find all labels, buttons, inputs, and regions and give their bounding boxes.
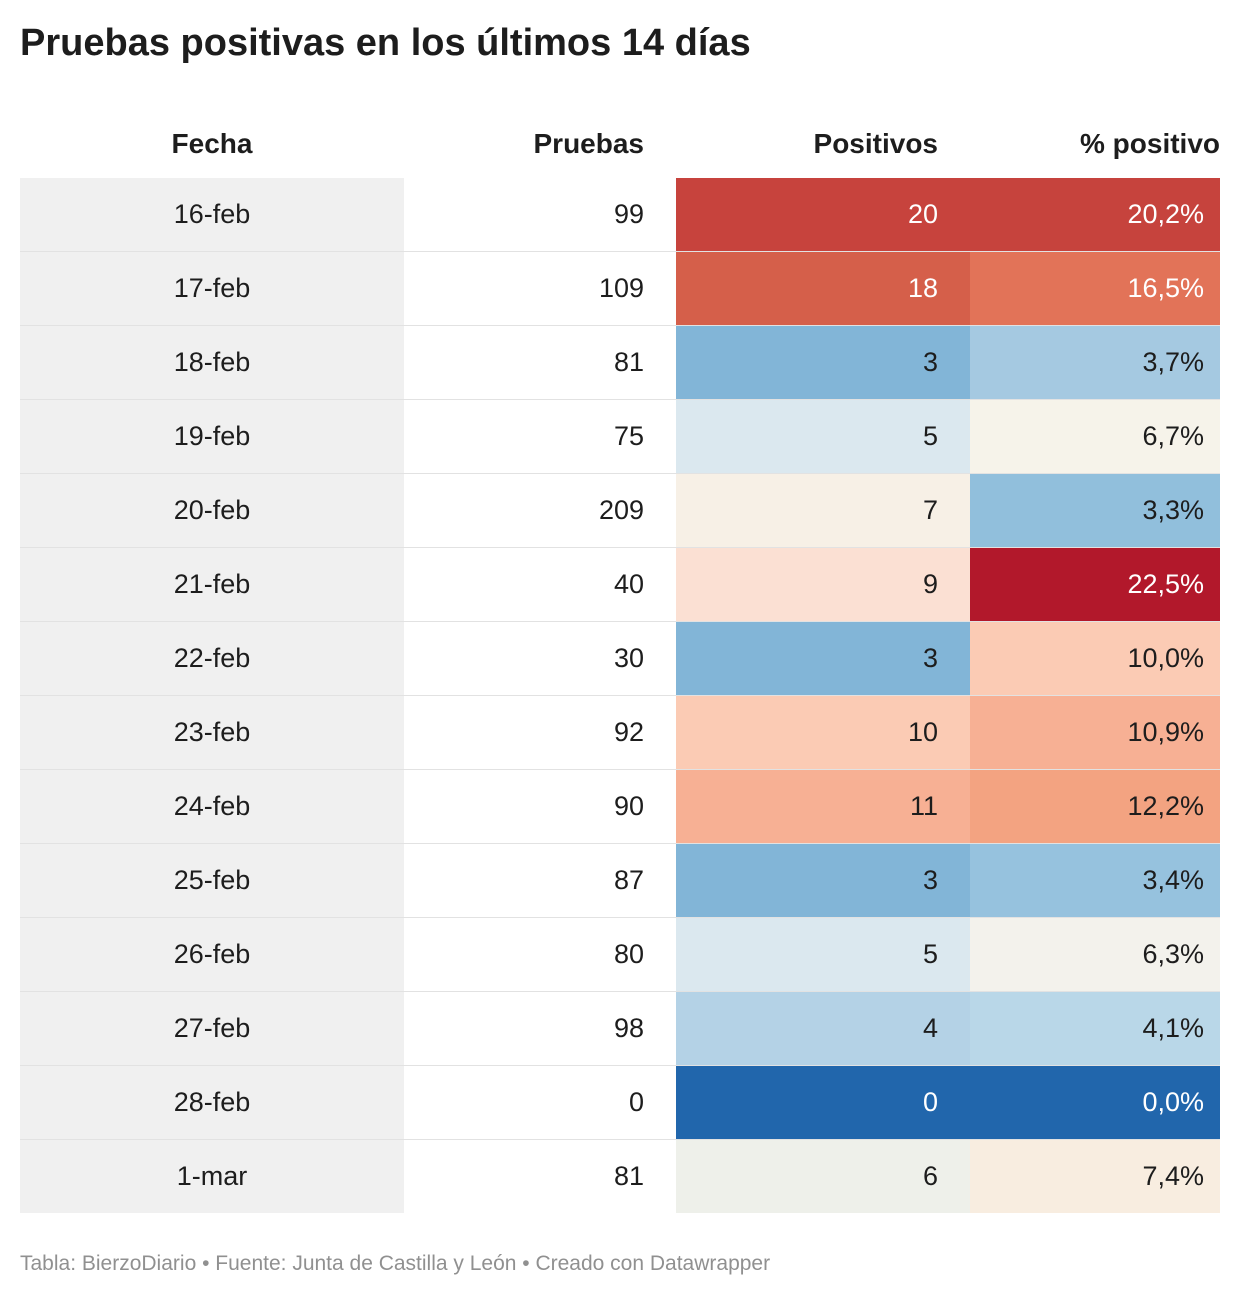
cell-fecha: 1-mar	[20, 1140, 404, 1213]
cell-pct-positivo: 6,7%	[970, 400, 1220, 473]
row-divider	[20, 1065, 1220, 1066]
cell-positivos: 5	[676, 400, 970, 473]
cell-pct-positivo: 16,5%	[970, 252, 1220, 325]
cell-positivos: 9	[676, 548, 970, 621]
row-divider	[20, 917, 1220, 918]
cell-positivos: 7	[676, 474, 970, 547]
column-header-fecha[interactable]: Fecha	[171, 128, 253, 159]
cell-pct-positivo: 0,0%	[970, 1066, 1220, 1139]
row-divider	[20, 621, 1220, 622]
cell-pruebas: 98	[404, 992, 676, 1065]
table-row: 24-feb 90 11 12,2%	[20, 770, 1220, 844]
table-row: 26-feb 80 5 6,3%	[20, 918, 1220, 992]
table-row: 18-feb 81 3 3,7%	[20, 326, 1220, 400]
cell-pct-positivo: 22,5%	[970, 548, 1220, 621]
cell-fecha: 25-feb	[20, 844, 404, 917]
column-header-positivos[interactable]: Positivos	[813, 128, 938, 159]
row-divider	[20, 695, 1220, 696]
cell-fecha: 23-feb	[20, 696, 404, 769]
cell-pruebas: 81	[404, 326, 676, 399]
cell-positivos: 5	[676, 918, 970, 991]
cell-pruebas: 109	[404, 252, 676, 325]
cell-positivos: 3	[676, 622, 970, 695]
row-divider	[20, 399, 1220, 400]
cell-pct-positivo: 12,2%	[970, 770, 1220, 843]
chart-title: Pruebas positivas en los últimos 14 días	[20, 22, 751, 64]
cell-positivos: 11	[676, 770, 970, 843]
cell-fecha: 22-feb	[20, 622, 404, 695]
cell-fecha: 16-feb	[20, 178, 404, 251]
cell-fecha: 26-feb	[20, 918, 404, 991]
table-row: 1-mar 81 6 7,4%	[20, 1140, 1220, 1214]
cell-pruebas: 30	[404, 622, 676, 695]
table-row: 21-feb 40 9 22,5%	[20, 548, 1220, 622]
cell-pct-positivo: 3,4%	[970, 844, 1220, 917]
cell-pct-positivo: 7,4%	[970, 1140, 1220, 1213]
cell-positivos: 3	[676, 844, 970, 917]
cell-positivos: 4	[676, 992, 970, 1065]
table-row: 19-feb 75 5 6,7%	[20, 400, 1220, 474]
table-row: 25-feb 87 3 3,4%	[20, 844, 1220, 918]
cell-pruebas: 87	[404, 844, 676, 917]
cell-fecha: 18-feb	[20, 326, 404, 399]
cell-positivos: 10	[676, 696, 970, 769]
column-header-pct-positivo[interactable]: % positivo	[1079, 128, 1220, 159]
table-header: Fecha Pruebas Positivos % positivo	[20, 122, 1220, 166]
cell-fecha: 28-feb	[20, 1066, 404, 1139]
cell-positivos: 18	[676, 252, 970, 325]
table-row: 23-feb 92 10 10,9%	[20, 696, 1220, 770]
cell-pct-positivo: 4,1%	[970, 992, 1220, 1065]
table-row: 27-feb 98 4 4,1%	[20, 992, 1220, 1066]
row-divider	[20, 473, 1220, 474]
cell-pruebas: 0	[404, 1066, 676, 1139]
cell-pct-positivo: 20,2%	[970, 178, 1220, 251]
cell-fecha: 27-feb	[20, 992, 404, 1065]
cell-positivos: 6	[676, 1140, 970, 1213]
cell-fecha: 20-feb	[20, 474, 404, 547]
cell-fecha: 24-feb	[20, 770, 404, 843]
cell-pct-positivo: 3,3%	[970, 474, 1220, 547]
cell-pruebas: 90	[404, 770, 676, 843]
cell-fecha: 21-feb	[20, 548, 404, 621]
row-divider	[20, 991, 1220, 992]
cell-fecha: 17-feb	[20, 252, 404, 325]
row-divider	[20, 1139, 1220, 1140]
cell-positivos: 0	[676, 1066, 970, 1139]
cell-pruebas: 92	[404, 696, 676, 769]
chart-footer: Tabla: BierzoDiario • Fuente: Junta de C…	[20, 1252, 771, 1275]
cell-pct-positivo: 3,7%	[970, 326, 1220, 399]
cell-pruebas: 209	[404, 474, 676, 547]
table-row: 22-feb 30 3 10,0%	[20, 622, 1220, 696]
table-row: 16-feb 99 20 20,2%	[20, 178, 1220, 252]
row-divider	[20, 251, 1220, 252]
cell-pruebas: 80	[404, 918, 676, 991]
cell-pruebas: 40	[404, 548, 676, 621]
cell-fecha: 19-feb	[20, 400, 404, 473]
row-divider	[20, 547, 1220, 548]
cell-pct-positivo: 10,9%	[970, 696, 1220, 769]
table-row: 20-feb 209 7 3,3%	[20, 474, 1220, 548]
cell-pct-positivo: 6,3%	[970, 918, 1220, 991]
row-divider	[20, 325, 1220, 326]
cell-pct-positivo: 10,0%	[970, 622, 1220, 695]
cell-positivos: 3	[676, 326, 970, 399]
table-row: 17-feb 109 18 16,5%	[20, 252, 1220, 326]
table-row: 28-feb 0 0 0,0%	[20, 1066, 1220, 1140]
row-divider	[20, 769, 1220, 770]
cell-pruebas: 99	[404, 178, 676, 251]
cell-pruebas: 75	[404, 400, 676, 473]
row-divider	[20, 843, 1220, 844]
cell-positivos: 20	[676, 178, 970, 251]
column-header-pruebas[interactable]: Pruebas	[533, 128, 645, 159]
cell-pruebas: 81	[404, 1140, 676, 1213]
